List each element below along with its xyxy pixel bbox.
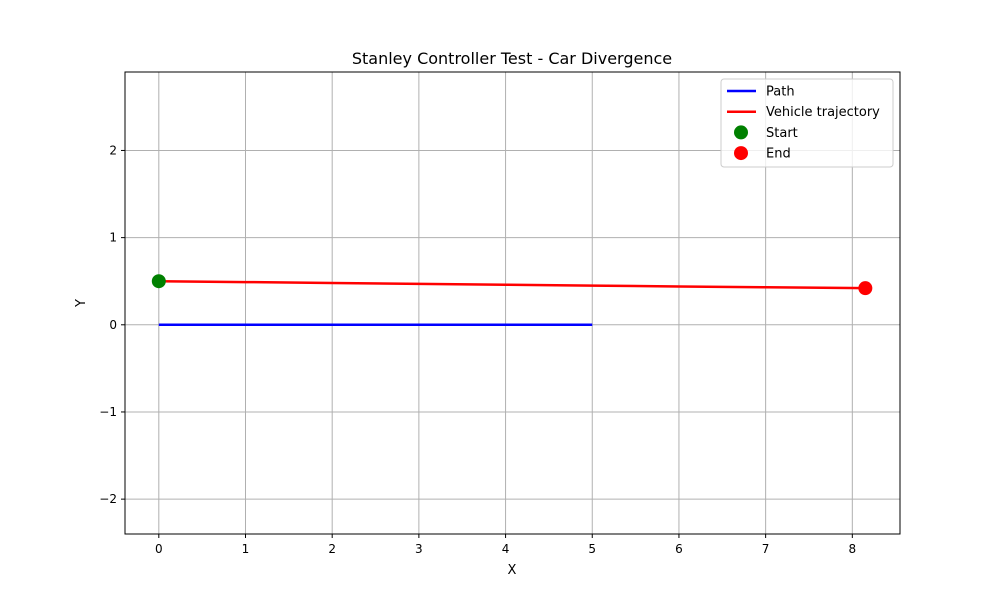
y-tick-label: 2: [109, 143, 117, 157]
x-tick-label: 3: [415, 542, 423, 556]
y-tick-label: −1: [99, 405, 117, 419]
plot-frame: [124, 71, 901, 535]
x-tick-label: 7: [762, 542, 770, 556]
x-tick-label: 8: [849, 542, 857, 556]
legend-start-label: Start: [766, 126, 798, 141]
x-tick-label: 0: [155, 542, 163, 556]
x-tick-label: 1: [242, 542, 250, 556]
x-axis-label: X: [508, 563, 517, 578]
series-layer: [151, 274, 873, 327]
y-tick-label: −2: [99, 492, 117, 506]
x-tick-label: 6: [675, 542, 683, 556]
y-tick-label: 0: [109, 318, 117, 332]
chart-title: Stanley Controller Test - Car Divergence: [352, 49, 672, 68]
y-axis-label: Y: [74, 299, 89, 308]
vehicle-trajectory-line: [158, 279, 866, 290]
ticks: 0 1 2 3 4 5 6 7 8 −2 −1 0 1 2: [99, 143, 856, 556]
legend-path-label: Path: [766, 85, 795, 100]
start-point: [151, 274, 166, 289]
x-tick-label: 5: [588, 542, 596, 556]
legend: Path Vehicle trajectory Start End: [720, 78, 894, 168]
legend-start-swatch: [734, 125, 748, 140]
x-tick-label: 4: [502, 542, 510, 556]
legend-vehicle-trajectory-label: Vehicle trajectory: [766, 105, 880, 120]
legend-end-swatch: [734, 146, 748, 161]
legend-end-label: End: [766, 147, 791, 162]
y-tick-label: 1: [109, 231, 117, 245]
end-point: [858, 281, 873, 296]
x-tick-label: 2: [328, 542, 336, 556]
legend-box: [720, 78, 894, 168]
